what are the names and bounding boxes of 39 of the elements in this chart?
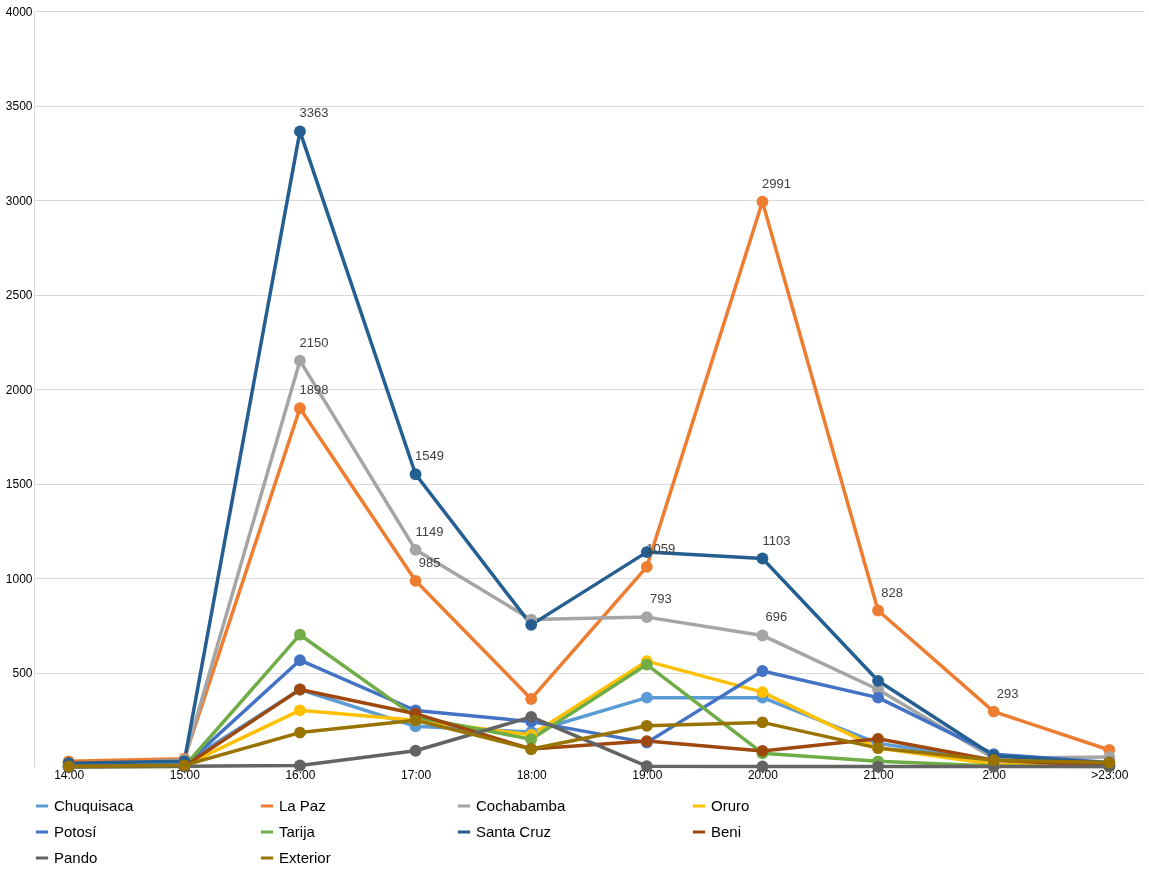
x-tick-label: 18:00 — [516, 767, 548, 782]
legend-label: Chuquisaca — [54, 797, 134, 814]
y-tick-label: 1500 — [5, 477, 33, 491]
x-tick-label: 15:00 — [169, 767, 201, 782]
y-tick-label: 4000 — [5, 4, 33, 19]
data-label: 1898 — [299, 382, 329, 398]
data-label: 696 — [765, 609, 788, 625]
data-label: 1149 — [415, 523, 444, 539]
x-tick-label: 16:00 — [285, 767, 316, 782]
data-label: 293 — [996, 685, 1019, 701]
data-label: 828 — [881, 584, 903, 600]
data-label: 2991 — [761, 175, 791, 191]
legend-label: Pando — [54, 849, 98, 866]
x-tick-label: 14:00 — [54, 767, 85, 782]
y-tick-label: 500 — [12, 666, 33, 680]
legend-label: Cochabamba — [476, 797, 566, 814]
legend-label: Potosí — [54, 823, 98, 840]
x-tick-label: 20:00 — [747, 767, 779, 782]
legend-label: Beni — [711, 823, 742, 840]
data-label: 1103 — [762, 532, 791, 548]
data-label: 793 — [649, 591, 672, 607]
data-label: 3363 — [299, 105, 329, 121]
legend-label: Exterior — [279, 849, 331, 866]
y-tick-label: 3000 — [5, 193, 33, 208]
x-tick-label: 19:00 — [632, 767, 663, 782]
legend-label: La Paz — [279, 797, 326, 814]
y-tick-label: 3500 — [5, 99, 33, 113]
x-tick-label: 17:00 — [401, 767, 432, 782]
y-tick-label: 2000 — [5, 382, 33, 397]
x-tick-label: 21:00 — [863, 767, 894, 782]
y-tick-label: 2500 — [5, 288, 33, 302]
legend-label: Oruro — [711, 797, 750, 814]
data-label: 985 — [418, 554, 441, 570]
legend-label: Santa Cruz — [476, 823, 552, 840]
y-tick-label: 1000 — [5, 571, 33, 586]
data-label: 1549 — [415, 448, 445, 464]
legend-label: Tarija — [279, 823, 316, 840]
data-label: 2150 — [299, 334, 329, 350]
x-tick-label: >23:00 — [1091, 767, 1129, 782]
